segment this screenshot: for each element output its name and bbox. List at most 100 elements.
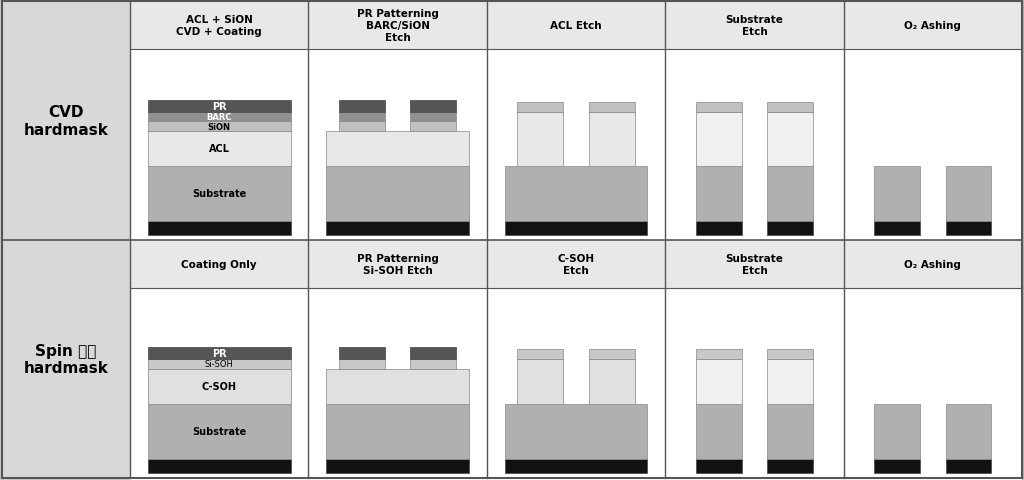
Bar (767, 459, 813, 473)
Text: O₂ Ashing: O₂ Ashing (904, 260, 962, 269)
Text: Substrate: Substrate (193, 189, 247, 199)
Bar (411, 122, 456, 132)
Text: BARC: BARC (207, 113, 232, 122)
Bar (486, 2, 666, 50)
Bar (130, 2, 308, 480)
Bar (696, 167, 741, 222)
Text: ACL + SiON
CVD + Coating: ACL + SiON CVD + Coating (176, 15, 262, 37)
Text: PR: PR (212, 102, 226, 112)
Text: PR Patterning
Si-SOH Etch: PR Patterning Si-SOH Etch (356, 253, 438, 275)
Text: Substrate
Etch: Substrate Etch (725, 253, 783, 275)
Text: CVD
hardmask: CVD hardmask (24, 105, 109, 137)
Bar (517, 349, 563, 359)
Bar (666, 240, 844, 288)
Bar (147, 167, 291, 222)
Bar (589, 103, 635, 113)
Bar (486, 2, 666, 480)
Text: ACL: ACL (209, 144, 229, 154)
Bar (339, 101, 385, 113)
Bar (696, 222, 741, 236)
Bar (505, 167, 647, 222)
Bar (517, 113, 563, 167)
Text: PR Patterning
BARC/SiON
Etch: PR Patterning BARC/SiON Etch (356, 10, 438, 43)
Bar (767, 113, 813, 167)
Bar (767, 103, 813, 113)
Bar (147, 101, 291, 113)
Bar (666, 2, 844, 480)
Bar (767, 404, 813, 459)
Bar (308, 2, 486, 50)
Bar (589, 349, 635, 359)
Bar (505, 404, 647, 459)
Bar (147, 122, 291, 132)
Bar (130, 240, 308, 288)
Bar (327, 167, 469, 222)
Text: ACL Etch: ACL Etch (550, 21, 602, 31)
Text: SiON: SiON (208, 122, 230, 131)
Bar (696, 113, 741, 167)
Bar (327, 369, 469, 404)
Bar (844, 2, 1022, 50)
Bar (874, 167, 920, 222)
Text: O₂ Ashing: O₂ Ashing (904, 21, 962, 31)
Bar (696, 349, 741, 359)
Bar (339, 122, 385, 132)
Bar (411, 113, 456, 122)
Bar (327, 459, 469, 473)
Text: Substrate
Etch: Substrate Etch (725, 15, 783, 37)
Text: PR: PR (212, 348, 226, 358)
Bar (147, 113, 291, 122)
Bar (147, 359, 291, 369)
Bar (2, 240, 130, 478)
Bar (945, 459, 991, 473)
Bar (696, 359, 741, 404)
Bar (945, 404, 991, 459)
Bar (505, 222, 647, 236)
Bar (339, 113, 385, 122)
Bar (339, 347, 385, 359)
Bar (327, 404, 469, 459)
Bar (874, 404, 920, 459)
Bar (844, 2, 1022, 480)
Bar (767, 222, 813, 236)
Text: Coating Only: Coating Only (181, 260, 257, 269)
Bar (945, 167, 991, 222)
Bar (589, 113, 635, 167)
Bar (147, 222, 291, 236)
Bar (767, 359, 813, 404)
Bar (874, 222, 920, 236)
Bar (2, 2, 130, 240)
Bar (517, 359, 563, 404)
Text: Substrate: Substrate (193, 427, 247, 437)
Bar (696, 103, 741, 113)
Bar (411, 347, 456, 359)
Text: Si-SOH: Si-SOH (205, 360, 233, 369)
Bar (147, 369, 291, 404)
Bar (767, 349, 813, 359)
Bar (308, 2, 486, 480)
Bar (696, 404, 741, 459)
Bar (339, 359, 385, 369)
Bar (327, 132, 469, 167)
Bar (147, 404, 291, 459)
Bar (767, 167, 813, 222)
Bar (945, 222, 991, 236)
Bar (308, 240, 486, 288)
Bar (411, 101, 456, 113)
Bar (130, 2, 308, 50)
Bar (147, 347, 291, 359)
Bar (327, 222, 469, 236)
Bar (696, 459, 741, 473)
Bar (411, 359, 456, 369)
Bar (147, 132, 291, 167)
Bar (517, 103, 563, 113)
Bar (666, 2, 844, 50)
Text: Spin 코팅
hardmask: Spin 코팅 hardmask (24, 343, 109, 375)
Bar (844, 240, 1022, 288)
Bar (505, 459, 647, 473)
Bar (147, 459, 291, 473)
Bar (589, 359, 635, 404)
Text: C-SOH: C-SOH (202, 382, 237, 392)
Bar (874, 459, 920, 473)
Bar (486, 240, 666, 288)
